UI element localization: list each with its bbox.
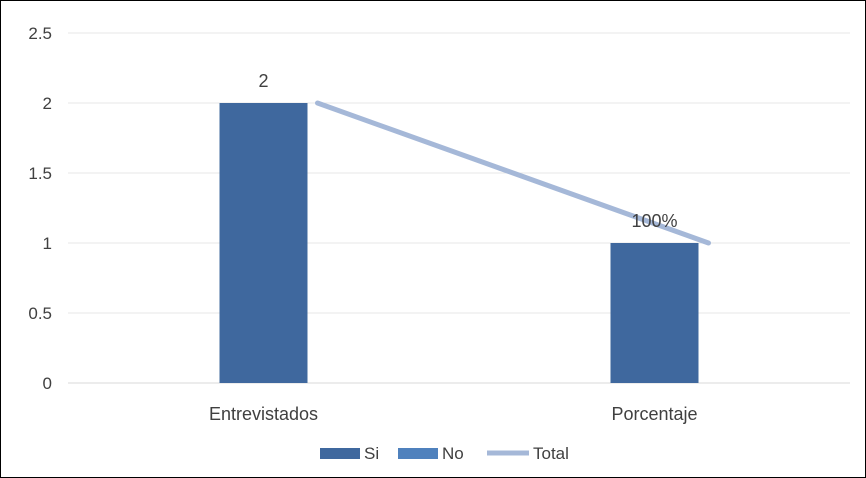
y-tick-label: 1 bbox=[43, 234, 52, 253]
y-tick-label: 0.5 bbox=[28, 304, 52, 323]
legend: Si No Total bbox=[320, 444, 569, 463]
legend-swatch-si bbox=[320, 448, 360, 459]
y-tick-label: 2.5 bbox=[28, 24, 52, 43]
gridlines bbox=[68, 32, 850, 314]
y-axis-ticks: 0 0.5 1 1.5 2 2.5 bbox=[28, 24, 52, 393]
legend-swatch-no bbox=[398, 448, 438, 459]
legend-label: Si bbox=[364, 444, 379, 463]
y-tick-label: 1.5 bbox=[28, 164, 52, 183]
y-tick-label: 2 bbox=[43, 94, 52, 113]
x-category-label: Porcentaje bbox=[611, 404, 697, 424]
line-total bbox=[315, 100, 711, 246]
y-tick-label: 0 bbox=[43, 374, 52, 393]
legend-label: Total bbox=[533, 444, 569, 463]
legend-label: No bbox=[442, 444, 464, 463]
data-labels: 2 100% bbox=[258, 71, 677, 231]
bars bbox=[219, 103, 699, 383]
data-label: 100% bbox=[631, 211, 677, 231]
x-axis-categories: Entrevistados Porcentaje bbox=[209, 404, 698, 424]
bar-si bbox=[610, 243, 699, 383]
data-label: 2 bbox=[258, 71, 268, 91]
series-lines bbox=[315, 100, 711, 246]
bar-si bbox=[219, 103, 308, 383]
x-category-label: Entrevistados bbox=[209, 404, 318, 424]
